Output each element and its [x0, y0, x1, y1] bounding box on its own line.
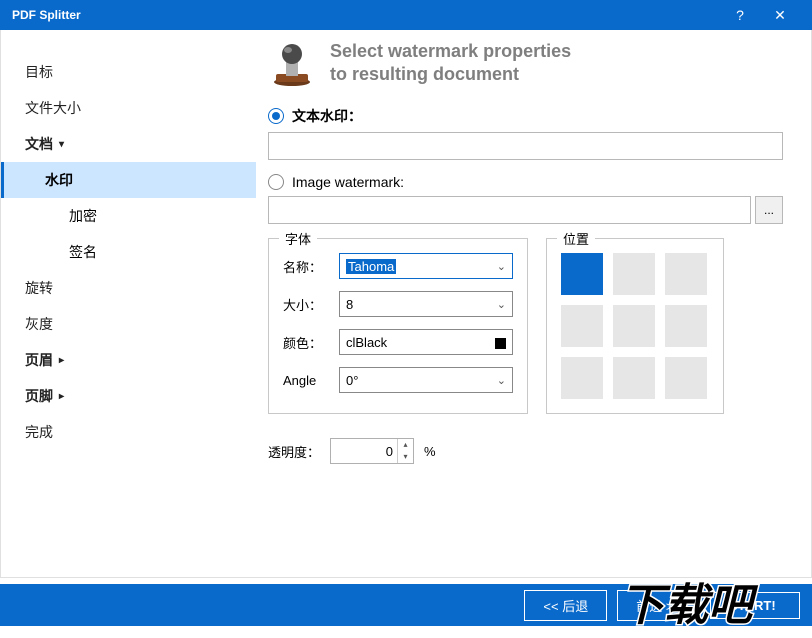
title-bar: PDF Splitter ? ✕ [0, 0, 812, 30]
image-watermark-input[interactable] [268, 196, 751, 224]
position-cell-7[interactable] [613, 357, 655, 399]
sidebar-item-header[interactable]: 页眉▸ [25, 342, 256, 378]
text-watermark-radio-row[interactable]: 文本水印： [268, 106, 783, 126]
font-angle-label: Angle [283, 373, 331, 388]
font-color-combo[interactable]: clBlack [339, 329, 513, 355]
font-color-label: 颜色： [283, 333, 331, 352]
sidebar-subitem-sign[interactable]: 签名 [25, 234, 256, 270]
text-watermark-input[interactable] [268, 132, 783, 160]
color-swatch-icon [492, 335, 506, 349]
sidebar-subitem-encrypt[interactable]: 加密 [25, 198, 256, 234]
opacity-row: 透明度： 0 ▴ ▾ % [268, 438, 783, 464]
chevron-down-icon: ▾ [59, 139, 64, 150]
position-legend: 位置 [557, 229, 595, 248]
radio-unchecked-icon[interactable] [268, 174, 284, 190]
spinner-up-icon[interactable]: ▴ [398, 439, 413, 451]
dialog-body: 目标 文件大小 文档▾ 水印 加密 签名 旋转 灰度 页眉▸ 页脚▸ 完成 Se… [0, 30, 812, 578]
sidebar: 目标 文件大小 文档▾ 水印 加密 签名 旋转 灰度 页眉▸ 页脚▸ 完成 [1, 30, 256, 577]
sidebar-item-document[interactable]: 文档▾ [25, 126, 256, 162]
text-watermark-label: 文本水印： [292, 106, 362, 126]
start-button[interactable]: START! [710, 592, 800, 619]
position-cell-5[interactable] [665, 305, 707, 347]
page-title: Select watermark properties to resulting… [330, 40, 571, 87]
position-cell-6[interactable] [561, 357, 603, 399]
font-name-combo[interactable]: Tahoma ⌄ [339, 253, 513, 279]
main-panel: Select watermark properties to resulting… [256, 30, 811, 577]
position-grid [561, 253, 709, 399]
back-button[interactable]: << 后退 [524, 590, 607, 621]
browse-button[interactable]: ... [755, 196, 783, 224]
position-cell-3[interactable] [561, 305, 603, 347]
chevron-right-icon: ▸ [59, 391, 64, 402]
position-fieldset: 位置 [546, 238, 724, 414]
font-size-combo[interactable]: 8 ⌄ [339, 291, 513, 317]
image-watermark-label: Image watermark: [292, 174, 404, 190]
position-cell-1[interactable] [613, 253, 655, 295]
sidebar-item-filesize[interactable]: 文件大小 [25, 90, 256, 126]
chevron-down-icon: ⌄ [497, 260, 506, 273]
sidebar-item-grayscale[interactable]: 灰度 [25, 306, 256, 342]
stamp-icon [268, 40, 316, 88]
position-cell-0[interactable] [561, 253, 603, 295]
chevron-down-icon: ⌄ [497, 298, 506, 311]
page-header: Select watermark properties to resulting… [268, 40, 783, 88]
close-button[interactable]: ✕ [760, 7, 800, 24]
opacity-unit: % [424, 444, 436, 459]
position-cell-2[interactable] [665, 253, 707, 295]
next-button[interactable]: 前进 >> [617, 590, 700, 621]
sidebar-subitem-watermark[interactable]: 水印 [1, 162, 256, 198]
sidebar-item-finish[interactable]: 完成 [25, 414, 256, 450]
position-cell-8[interactable] [665, 357, 707, 399]
opacity-spinner[interactable]: 0 ▴ ▾ [330, 438, 414, 464]
sidebar-item-footer[interactable]: 页脚▸ [25, 378, 256, 414]
sidebar-item-rotate[interactable]: 旋转 [25, 270, 256, 306]
sidebar-item-target[interactable]: 目标 [25, 54, 256, 90]
spinner-down-icon[interactable]: ▾ [398, 451, 413, 463]
opacity-label: 透明度： [268, 442, 320, 461]
font-legend: 字体 [279, 229, 317, 248]
font-name-label: 名称： [283, 257, 331, 276]
radio-checked-icon[interactable] [268, 108, 284, 124]
font-angle-combo[interactable]: 0° ⌄ [339, 367, 513, 393]
position-cell-4[interactable] [613, 305, 655, 347]
font-fieldset: 字体 名称： Tahoma ⌄ 大小： 8 ⌄ 颜色： [268, 238, 528, 414]
chevron-down-icon: ⌄ [497, 374, 506, 387]
font-size-label: 大小： [283, 295, 331, 314]
window-title: PDF Splitter [12, 8, 720, 22]
image-watermark-radio-row[interactable]: Image watermark: [268, 174, 783, 190]
chevron-right-icon: ▸ [59, 355, 64, 366]
wizard-footer: << 后退 前进 >> START! [0, 584, 812, 626]
help-button[interactable]: ? [720, 7, 760, 23]
